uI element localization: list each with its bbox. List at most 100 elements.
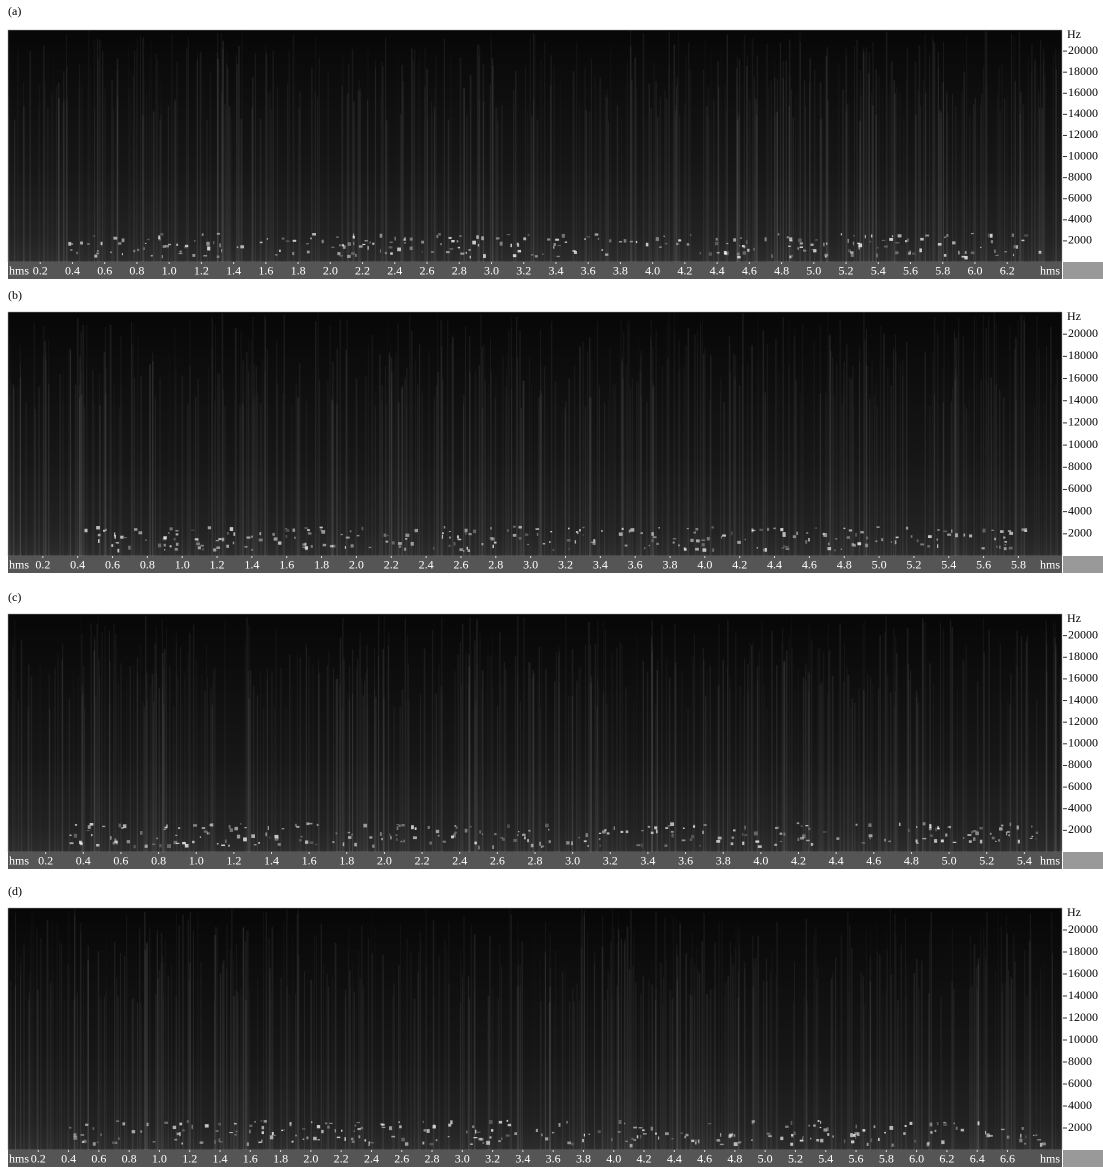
streak (662, 1003, 664, 1150)
speck (294, 823, 297, 827)
speck (791, 1134, 794, 1137)
speck (782, 532, 786, 536)
streak (573, 364, 576, 556)
streak (509, 908, 510, 1150)
x-tick-label: 6.6 (1000, 1151, 1015, 1165)
streak (709, 665, 711, 852)
streak (495, 379, 497, 556)
speck (140, 1130, 143, 1133)
streak (1025, 638, 1028, 852)
streak (1045, 630, 1048, 852)
streak (631, 79, 633, 263)
streak (847, 674, 850, 852)
streak (885, 31, 888, 263)
speck (244, 827, 247, 829)
streak (20, 640, 23, 852)
speck (448, 530, 452, 532)
streak (243, 926, 245, 1150)
y-tick-label: 6000 (1068, 779, 1092, 793)
streak (560, 78, 561, 262)
speck (810, 243, 814, 246)
speck (167, 532, 170, 534)
speck (869, 837, 871, 840)
speck (196, 538, 200, 542)
streak (38, 387, 40, 556)
speck (640, 1135, 642, 1139)
streak (238, 45, 240, 262)
speck (284, 527, 288, 530)
speck (561, 233, 565, 238)
speck (513, 838, 517, 842)
streak (895, 635, 897, 852)
streak (955, 106, 957, 262)
streak (606, 90, 608, 262)
speck (848, 529, 853, 532)
streak (419, 344, 421, 556)
streak (489, 85, 491, 262)
speck (564, 241, 568, 243)
streak (314, 321, 317, 556)
speck (557, 245, 561, 247)
speck (907, 251, 911, 255)
streak (953, 379, 956, 556)
streak (897, 1000, 899, 1150)
streak (460, 684, 463, 852)
speck (481, 236, 484, 241)
streak (833, 395, 835, 556)
y-axis-foot (1063, 1150, 1103, 1167)
speck (767, 527, 770, 531)
speck (160, 232, 164, 236)
speck (986, 1133, 990, 1138)
streak (827, 694, 829, 852)
streak (850, 947, 853, 1150)
speck (588, 1133, 591, 1135)
speck (890, 541, 892, 543)
streak (565, 401, 567, 556)
x-tick-label: 3.6 (678, 853, 693, 867)
streak (253, 686, 255, 852)
streak (469, 371, 471, 556)
streak (144, 950, 147, 1150)
streak (988, 629, 990, 852)
streak (163, 993, 164, 1150)
speck (606, 832, 610, 835)
streak (517, 673, 518, 852)
streak (206, 676, 208, 852)
speck (143, 247, 145, 251)
streak (918, 987, 920, 1150)
speck (138, 531, 143, 535)
streak (845, 48, 847, 263)
streak (659, 96, 661, 262)
streak (149, 926, 151, 1150)
streak (196, 59, 198, 263)
speck (403, 839, 405, 843)
speck (321, 1129, 324, 1134)
streak (399, 706, 401, 852)
streak (452, 335, 454, 556)
streak (990, 377, 993, 556)
streak (450, 54, 451, 262)
speck (827, 547, 832, 551)
speck (164, 1121, 169, 1124)
streak (149, 364, 151, 556)
speck (751, 1139, 753, 1141)
speck (166, 824, 168, 829)
streak (703, 69, 705, 262)
streak (622, 378, 624, 556)
streak (111, 79, 113, 262)
streak (534, 936, 535, 1150)
speck (568, 547, 570, 550)
streak (802, 677, 805, 852)
speck (152, 1141, 156, 1143)
speck (905, 526, 909, 530)
streak (97, 614, 98, 852)
streak (894, 93, 897, 263)
speck (995, 254, 999, 256)
streak (1043, 48, 1045, 262)
y-tick-label: 12000 (1068, 1010, 1098, 1024)
streak (497, 121, 499, 262)
streak (299, 657, 301, 852)
speck (316, 1125, 321, 1129)
streak (505, 669, 507, 852)
